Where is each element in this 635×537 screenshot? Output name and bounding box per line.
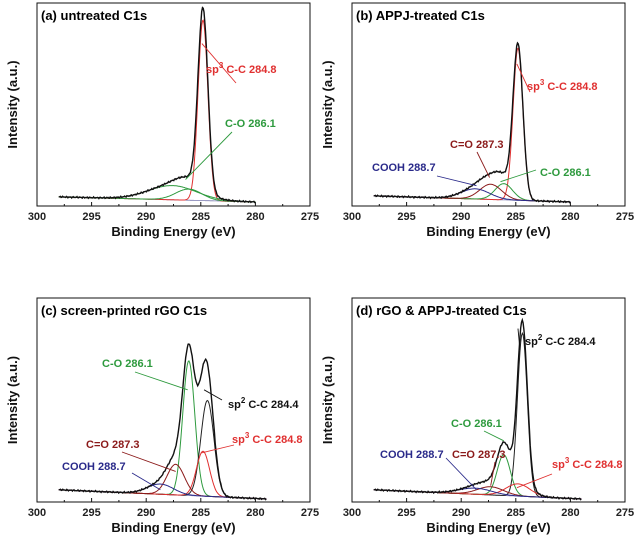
- peak-annotation: C-O 286.1: [225, 118, 276, 130]
- peak-annotation: C=O 287.3: [450, 139, 504, 151]
- panel-title: (a) untreated C1s: [41, 8, 147, 23]
- peak-component: [58, 19, 256, 203]
- x-tick-label: 275: [301, 507, 319, 519]
- panel-title: (b) APPJ-treated C1s: [356, 8, 485, 23]
- annotation-leader: [516, 473, 553, 489]
- panel-title: (c) screen-printed rGO C1s: [41, 303, 207, 318]
- panel-3: (c) screen-printed rGO C1s 300 295 290 285 28…: [5, 297, 319, 535]
- peak-annotation: sp3 C-C 284.8: [232, 431, 303, 446]
- annotation-leader: [517, 328, 521, 351]
- annotation-leader: [134, 371, 188, 391]
- x-tick-label: 300: [343, 211, 361, 223]
- x-tick-label: 280: [246, 211, 264, 223]
- annotation-leader: [200, 444, 235, 454]
- annotation-leader: [476, 151, 490, 178]
- y-axis-label: Intensity (a.u.): [320, 356, 335, 444]
- annotation-leader: [185, 131, 233, 180]
- x-tick-label: 290: [137, 211, 155, 223]
- measured-spectrum: [58, 6, 256, 204]
- x-tick-label: 295: [82, 507, 100, 519]
- x-tick-label: 280: [246, 507, 264, 519]
- peak-annotation: sp2 C-C 284.4: [525, 333, 596, 348]
- peak-annotation: C-O 286.1: [102, 358, 153, 370]
- peak-annotation: sp3 C-C 284.8: [527, 78, 598, 93]
- peak-annotation: C-O 286.1: [451, 418, 502, 430]
- annotation-leader: [500, 169, 537, 183]
- annotation-leader: [131, 472, 161, 491]
- annotation-leader: [201, 43, 237, 84]
- annotation-leader: [445, 457, 477, 491]
- x-tick-label: 280: [561, 507, 579, 519]
- x-tick-label: 285: [507, 211, 525, 223]
- x-tick-label: 295: [397, 507, 415, 519]
- x-axis-label: Binding Energy (eV): [426, 224, 550, 239]
- annotation-leader: [121, 451, 176, 472]
- peak-annotation: C-O 286.1: [540, 167, 591, 179]
- x-tick-label: 295: [82, 211, 100, 223]
- peak-annotation: C=O 287.3: [86, 439, 140, 451]
- x-tick-label: 275: [616, 507, 634, 519]
- x-axis-label: Binding Energy (eV): [111, 520, 235, 535]
- x-tick-label: 285: [507, 507, 525, 519]
- y-axis-label: Intensity (a.u.): [5, 60, 20, 148]
- x-tick-label: 300: [28, 507, 46, 519]
- panel-2: (b) APPJ-treated C1s 300 295 290 285 280 275 Bi…: [320, 2, 634, 239]
- plot-frame: [351, 297, 626, 503]
- x-axis-label: Binding Energy (eV): [111, 224, 235, 239]
- panel-4: (d) rGO & APPJ-treated C1s 300 295 290 285 28…: [320, 297, 634, 535]
- peak-annotation: C=O 287.3: [452, 449, 506, 461]
- x-axis-label: Binding Energy (eV): [426, 520, 550, 535]
- peak-annotation: sp2 C-C 284.4: [228, 396, 299, 411]
- x-tick-label: 285: [192, 211, 210, 223]
- x-tick-label: 280: [561, 211, 579, 223]
- peak-component: [373, 331, 582, 500]
- y-axis-label: Intensity (a.u.): [5, 356, 20, 444]
- peak-annotation: COOH 288.7: [372, 162, 436, 174]
- measured-spectrum: [58, 343, 267, 501]
- x-tick-label: 285: [192, 507, 210, 519]
- annotation-leader: [436, 175, 477, 187]
- peak-annotation: sp3 C-C 284.8: [552, 456, 623, 471]
- x-tick-label: 290: [452, 211, 470, 223]
- annotation-leader: [490, 461, 496, 486]
- y-axis-label: Intensity (a.u.): [320, 60, 335, 148]
- plot-frame: [36, 2, 311, 207]
- x-tick-label: 275: [301, 211, 319, 223]
- peak-annotation: COOH 288.7: [62, 461, 126, 473]
- annotation-leader: [203, 389, 223, 401]
- x-tick-label: 290: [452, 507, 470, 519]
- x-tick-label: 295: [397, 211, 415, 223]
- x-tick-label: 300: [343, 507, 361, 519]
- annotation-leader: [483, 430, 504, 442]
- panel-1: (a) untreated C1s 300 295 290 285 280 275 Bindi…: [5, 2, 319, 239]
- measured-spectrum: [373, 317, 582, 501]
- peak-annotation: COOH 288.7: [380, 449, 444, 461]
- x-tick-label: 290: [137, 507, 155, 519]
- panel-title: (d) rGO & APPJ-treated C1s: [356, 303, 527, 318]
- measured-spectrum: [373, 41, 571, 204]
- peak-annotation: sp3 C-C 284.8: [206, 61, 277, 76]
- x-tick-label: 275: [616, 211, 634, 223]
- x-tick-label: 300: [28, 211, 46, 223]
- annotation-leader: [516, 63, 531, 93]
